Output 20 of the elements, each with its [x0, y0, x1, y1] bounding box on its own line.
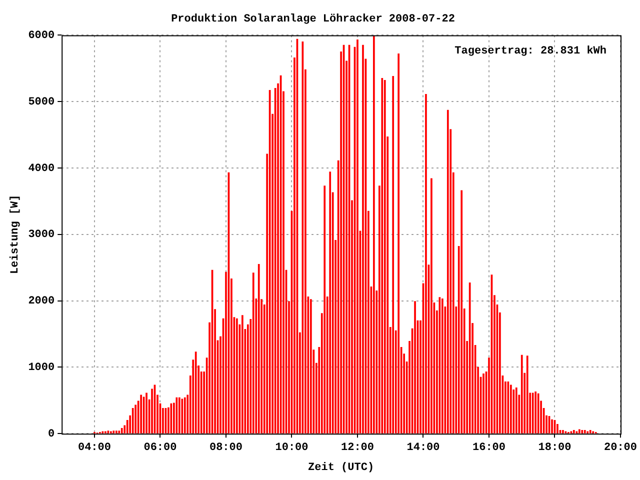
y-tick-label: 2000 — [28, 296, 55, 308]
y-tick-label: 3000 — [28, 229, 55, 242]
x-tick-label: 16:00 — [472, 442, 506, 454]
x-tick-label: 10:00 — [275, 442, 308, 454]
y-tick-label: 4000 — [28, 162, 55, 175]
chart-title: Produktion Solaranlage Löhracker 2008-07-22 — [171, 13, 455, 26]
y-axis-title: Leistung [W] — [9, 194, 22, 274]
y-tick-label: 1000 — [28, 362, 55, 374]
y-tick-label: 6000 — [28, 30, 55, 42]
x-tick-label: 14:00 — [406, 442, 440, 454]
x-tick-label: 04:00 — [78, 442, 111, 454]
x-tick-label: 08:00 — [209, 442, 242, 454]
x-axis-title: Zeit (UTC) — [308, 462, 374, 474]
x-tick-label: 12:00 — [340, 442, 374, 454]
annotation: Tagesertrag: 28.831 kWh — [454, 45, 606, 58]
x-tick-label: 06:00 — [144, 442, 177, 454]
x-tick-label: 18:00 — [538, 442, 572, 454]
x-tick-label: 20:00 — [604, 442, 638, 454]
y-tick-label: 5000 — [28, 96, 55, 108]
y-tick-label: 0 — [48, 428, 55, 440]
